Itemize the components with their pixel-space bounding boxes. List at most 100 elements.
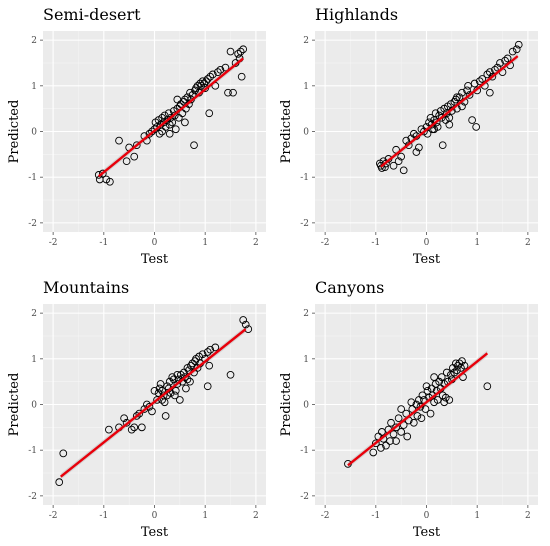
data-point bbox=[437, 113, 446, 122]
data-point bbox=[514, 40, 523, 49]
data-point bbox=[155, 129, 164, 138]
data-point bbox=[105, 425, 113, 434]
data-point bbox=[404, 141, 413, 150]
data-point bbox=[55, 478, 64, 487]
data-point bbox=[512, 45, 521, 54]
data-point bbox=[442, 368, 451, 377]
data-point bbox=[186, 377, 194, 386]
y-axis-title: Predicted bbox=[7, 373, 22, 437]
data-point bbox=[161, 412, 170, 420]
data-point bbox=[171, 125, 180, 134]
regression-line bbox=[97, 57, 244, 178]
y-tick-label: 1 bbox=[31, 82, 37, 92]
chart-panel-0: Semi-desert -2 -1 0 1 2 -2 -1 0 1 2 Test Predicted bbox=[7, 5, 266, 267]
data-point bbox=[437, 373, 446, 381]
x-tick-label: 1 bbox=[474, 238, 480, 248]
x-tick-label: 1 bbox=[474, 511, 480, 521]
data-point bbox=[226, 370, 235, 379]
y-tick-label: -1 bbox=[28, 173, 37, 183]
y-tick-label: -1 bbox=[300, 173, 309, 183]
data-point bbox=[205, 361, 214, 370]
data-point bbox=[150, 386, 159, 395]
data-point bbox=[501, 56, 509, 65]
x-tick-label: -2 bbox=[321, 238, 330, 248]
data-point bbox=[158, 113, 166, 122]
data-point bbox=[403, 432, 412, 441]
y-tick-label: 1 bbox=[31, 355, 37, 365]
data-point bbox=[187, 361, 195, 370]
data-point bbox=[140, 405, 149, 413]
data-point bbox=[508, 47, 517, 56]
x-tick-label: 2 bbox=[253, 238, 259, 248]
y-tick-label: 0 bbox=[303, 128, 309, 138]
data-point bbox=[241, 320, 250, 329]
data-point bbox=[165, 129, 174, 138]
y-tick-label: 1 bbox=[303, 82, 309, 92]
data-point bbox=[137, 423, 146, 432]
data-point bbox=[127, 425, 136, 434]
y-tick-label: -1 bbox=[28, 446, 37, 456]
data-point bbox=[493, 63, 502, 72]
y-tick-label: -2 bbox=[300, 492, 309, 502]
data-point bbox=[503, 54, 512, 63]
data-point bbox=[412, 400, 421, 409]
data-point bbox=[397, 405, 406, 413]
x-tick-label: -2 bbox=[321, 511, 330, 521]
data-point bbox=[426, 409, 435, 418]
data-point bbox=[394, 414, 403, 423]
y-tick-label: 0 bbox=[31, 128, 37, 138]
x-tick-label: -1 bbox=[371, 511, 380, 521]
x-tick-label: 0 bbox=[424, 511, 430, 521]
x-tick-label: -2 bbox=[49, 238, 58, 248]
data-point bbox=[455, 93, 464, 102]
y-tick-label: 2 bbox=[303, 36, 309, 46]
data-point bbox=[221, 63, 230, 72]
data-point bbox=[173, 95, 182, 104]
x-axis-title: Test bbox=[141, 252, 169, 267]
data-point bbox=[181, 118, 189, 127]
data-point bbox=[224, 88, 232, 97]
x-axis-title: Test bbox=[413, 525, 441, 540]
data-point bbox=[475, 77, 484, 86]
data-point bbox=[168, 118, 177, 127]
data-point bbox=[203, 382, 212, 391]
data-point bbox=[166, 113, 175, 122]
regression-line bbox=[380, 55, 519, 168]
data-point bbox=[158, 386, 166, 395]
y-tick-label: -2 bbox=[300, 219, 309, 229]
y-tick-label: -2 bbox=[28, 492, 37, 502]
data-point bbox=[163, 382, 172, 391]
data-point bbox=[417, 414, 426, 423]
x-axis-title: Test bbox=[413, 252, 441, 267]
data-point bbox=[412, 148, 421, 156]
data-point bbox=[453, 366, 461, 375]
x-tick-label: -2 bbox=[49, 511, 58, 521]
panel-title: Semi-desert bbox=[43, 5, 141, 24]
data-point bbox=[148, 407, 156, 416]
y-axis-title: Predicted bbox=[279, 373, 294, 437]
panel-title: Highlands bbox=[315, 5, 398, 24]
data-point bbox=[468, 116, 476, 124]
data-point bbox=[371, 439, 380, 448]
data-point bbox=[486, 88, 494, 97]
x-tick-label: 2 bbox=[525, 511, 531, 521]
data-point bbox=[432, 118, 441, 127]
data-point bbox=[470, 79, 479, 88]
data-point bbox=[216, 65, 225, 74]
y-tick-label: 0 bbox=[31, 401, 37, 411]
data-point bbox=[130, 152, 139, 161]
x-tick-label: -1 bbox=[99, 511, 108, 521]
data-point bbox=[203, 348, 212, 356]
data-point bbox=[445, 120, 454, 129]
y-tick-label: -2 bbox=[28, 219, 37, 229]
data-point bbox=[130, 423, 139, 432]
data-point bbox=[458, 102, 466, 111]
data-point bbox=[409, 418, 418, 427]
data-point bbox=[175, 396, 184, 404]
x-tick-label: 1 bbox=[202, 238, 208, 248]
data-point bbox=[98, 169, 107, 178]
data-point bbox=[382, 441, 390, 450]
data-point bbox=[483, 382, 492, 391]
data-point bbox=[168, 373, 177, 381]
data-point bbox=[160, 398, 169, 407]
